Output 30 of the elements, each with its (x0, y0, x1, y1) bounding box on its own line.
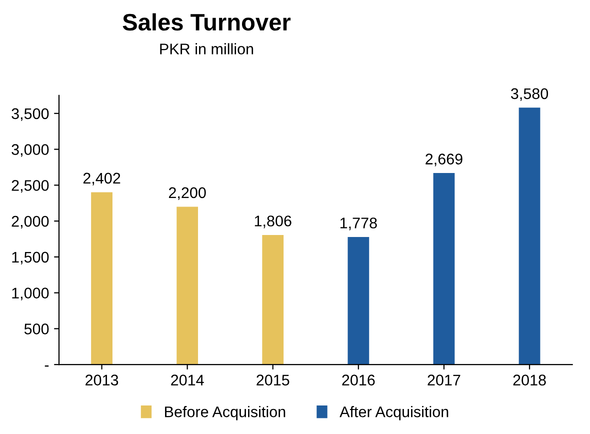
y-tick-label: 500 (24, 324, 49, 334)
y-tick-label: 3,500 (12, 108, 49, 121)
y-tick-label: 3,000 (12, 144, 49, 157)
y-tick-label: 1,000 (12, 288, 49, 300)
bar (518, 108, 540, 365)
data-label: 1,806 (254, 216, 292, 228)
bar (91, 192, 112, 365)
y-tick-label: 2,000 (12, 216, 49, 229)
chart-subtitle: PKR in million (160, 43, 254, 54)
data-label: 1,778 (340, 218, 377, 230)
y-tick-label: 1,500 (12, 252, 49, 264)
x-tick-label: 2013 (86, 374, 118, 386)
data-label: 3,580 (510, 88, 548, 101)
bar (262, 234, 284, 365)
bar (433, 173, 455, 365)
data-label: 2,669 (426, 154, 462, 166)
y-tick-label: 2,500 (12, 180, 49, 193)
x-tick-label: 2014 (171, 374, 204, 386)
legend-label: After Acquisition (340, 406, 448, 420)
chart-title: Sales Turnover (122, 13, 291, 31)
x-tick-label: 2018 (513, 374, 546, 386)
bar (176, 206, 198, 365)
bar (348, 236, 370, 365)
x-tick-label: 2016 (342, 374, 375, 386)
x-tick-label: 2015 (256, 374, 290, 386)
data-label: 2,402 (83, 172, 120, 186)
x-tick-label: 2017 (428, 374, 460, 386)
legend-label: Before Acquisition (165, 406, 286, 420)
data-label: 2,200 (168, 187, 206, 200)
y-tick-label: - (44, 365, 49, 367)
